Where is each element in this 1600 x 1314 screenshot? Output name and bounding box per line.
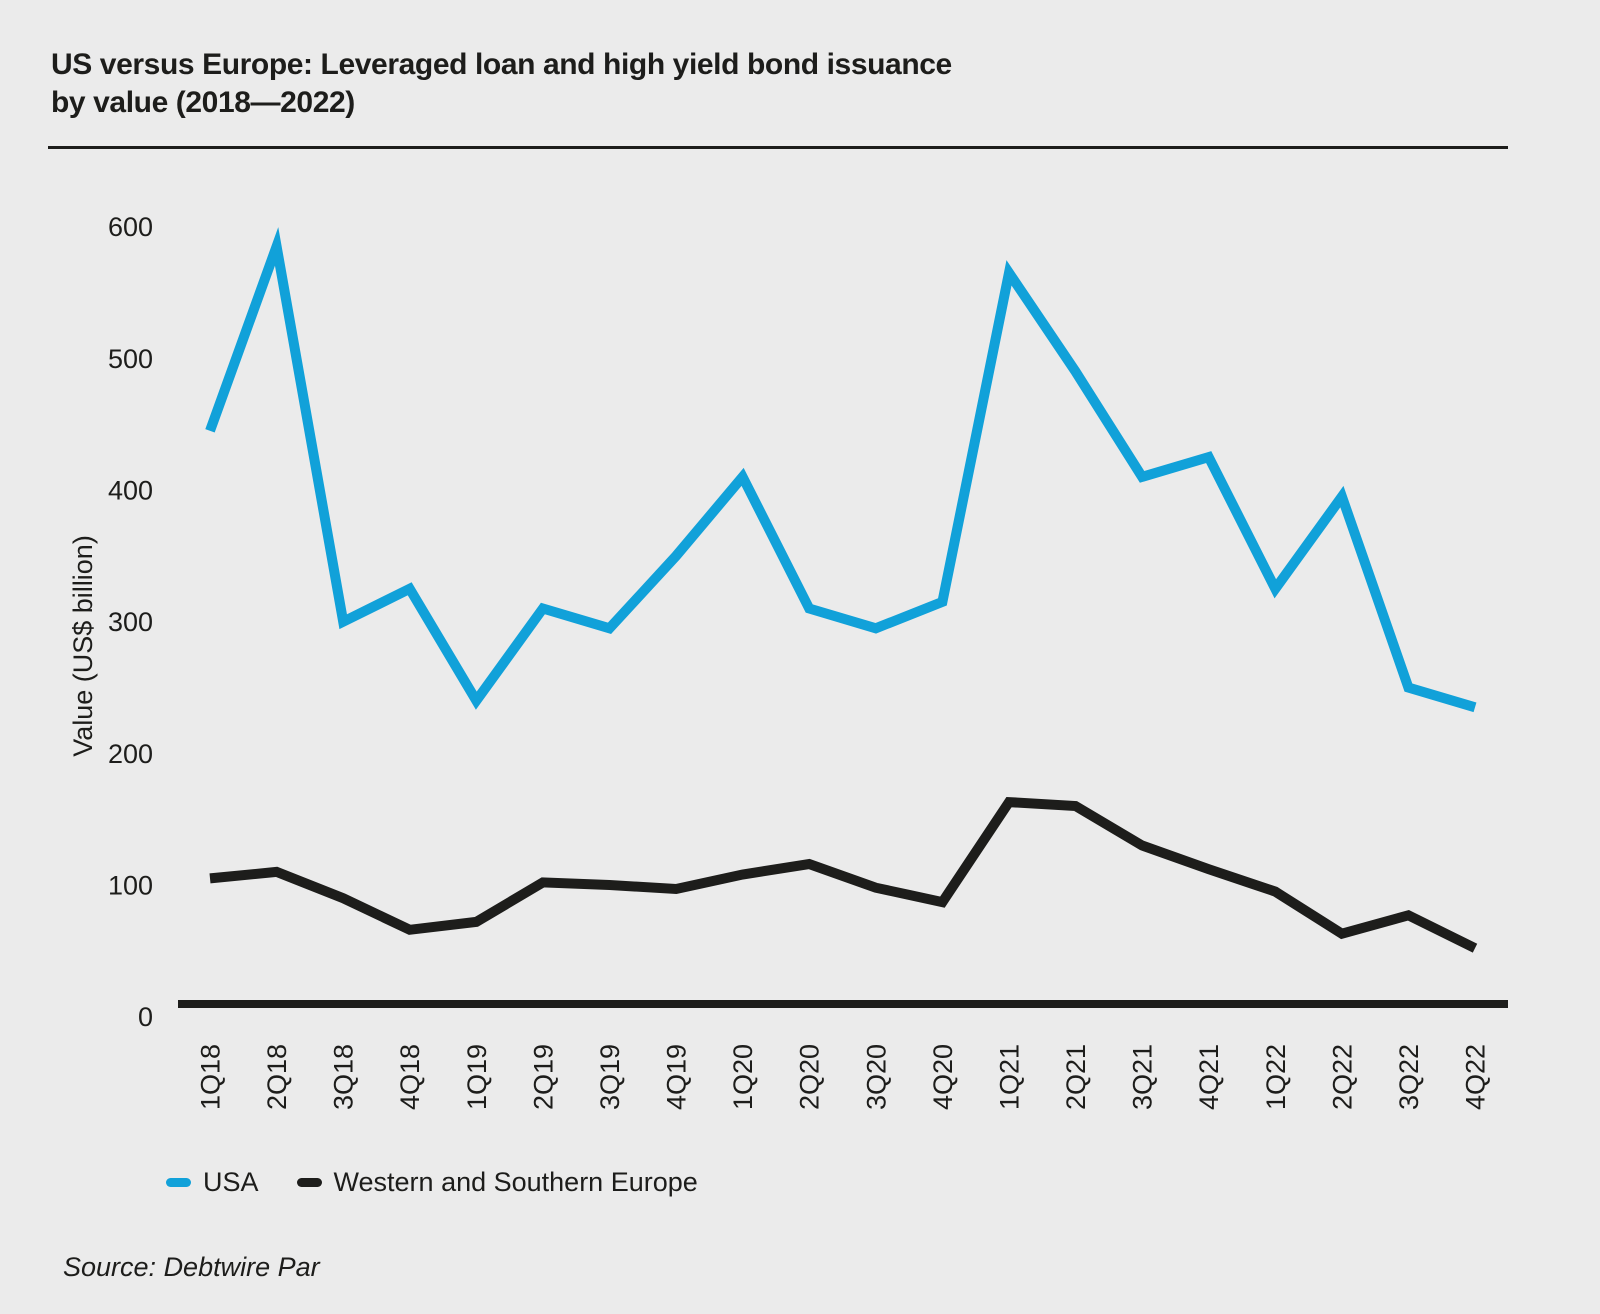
y-axis-title: Value (US$ billion) (68, 535, 98, 757)
y-tick-label: 500 (108, 344, 153, 374)
legend-item-usa: USA (166, 1167, 259, 1198)
x-tick-label: 3Q19 (595, 1044, 625, 1110)
source-prefix: Source: (63, 1252, 164, 1282)
x-tick-label: 2Q18 (262, 1044, 292, 1110)
x-tick-label: 2Q20 (795, 1044, 825, 1110)
y-tick-label: 200 (108, 739, 153, 769)
x-tick-label: 4Q20 (928, 1044, 958, 1110)
x-tick-label: 1Q21 (995, 1044, 1025, 1110)
x-tick-label: 3Q22 (1394, 1044, 1424, 1110)
europe-line (209, 796, 1478, 953)
chart-legend: USA Western and Southern Europe (166, 1167, 698, 1198)
x-tick-label: 3Q21 (1128, 1044, 1158, 1110)
legend-label-usa: USA (203, 1167, 259, 1197)
chart-title: US versus Europe: Leveraged loan and hig… (51, 46, 952, 122)
x-tick-label: 3Q18 (329, 1044, 359, 1110)
x-tick-label: 4Q18 (395, 1044, 425, 1110)
usa-line (205, 227, 1477, 713)
x-tick-label: 1Q19 (462, 1044, 492, 1110)
y-tick-label: 100 (108, 871, 153, 901)
source-name: Debtwire Par (163, 1252, 320, 1282)
title-divider (48, 146, 1508, 149)
europe-line-swatch (296, 1178, 322, 1187)
y-tick-label: 300 (108, 607, 153, 637)
x-tick-label: 1Q22 (1261, 1044, 1291, 1110)
chart-title-line-1: US versus Europe: Leveraged loan and hig… (51, 48, 952, 81)
x-tick-label: 3Q20 (861, 1044, 891, 1110)
chart-title-line-2: by value (2018—2022) (51, 86, 355, 119)
x-tick-label: 4Q19 (662, 1044, 692, 1110)
legend-label-europe: Western and Southern Europe (333, 1167, 698, 1197)
x-tick-label: 4Q22 (1461, 1044, 1491, 1110)
x-tick-label: 2Q21 (1061, 1044, 1091, 1110)
x-tick-label: 4Q21 (1194, 1044, 1224, 1110)
x-tick-label: 2Q22 (1327, 1044, 1357, 1110)
source-note: Source: Debtwire Par (63, 1252, 320, 1283)
y-tick-label: 400 (108, 476, 153, 506)
x-tick-label: 1Q20 (728, 1044, 758, 1110)
x-tick-label: 1Q18 (196, 1044, 226, 1110)
x-tick-label: 2Q19 (528, 1044, 558, 1110)
y-tick-label: 600 (108, 212, 153, 242)
usa-line-swatch (166, 1178, 191, 1187)
legend-item-europe: Western and Southern Europe (296, 1167, 698, 1198)
y-tick-label: 0 (138, 1002, 153, 1032)
